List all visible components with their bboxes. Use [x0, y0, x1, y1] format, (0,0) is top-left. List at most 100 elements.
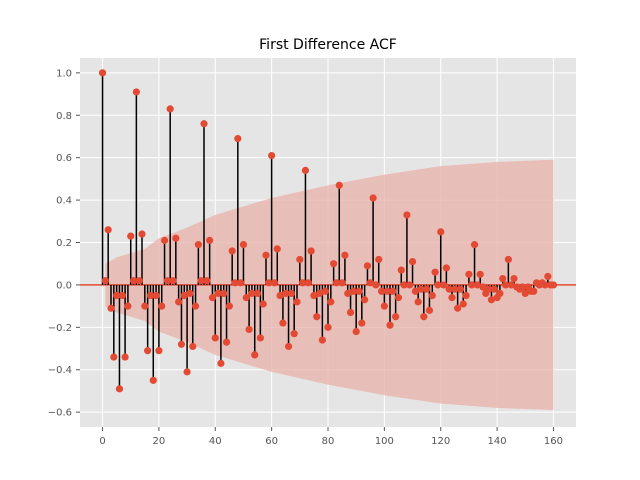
acf-point	[127, 232, 135, 240]
acf-point	[251, 351, 259, 359]
acf-point	[470, 241, 479, 249]
acf-point	[541, 281, 549, 289]
acf-point	[549, 281, 558, 289]
y-tick-label: −0.2	[48, 323, 72, 334]
acf-point	[383, 287, 391, 295]
acf-markers	[98, 69, 558, 393]
acf-point	[208, 294, 217, 302]
acf-point	[530, 287, 538, 295]
acf-point	[496, 289, 504, 297]
acf-point	[341, 251, 349, 259]
acf-point	[375, 255, 383, 264]
chart-title: First Difference ACF	[259, 37, 397, 53]
acf-point	[245, 325, 253, 334]
acf-point	[434, 281, 442, 289]
acf-point	[118, 291, 126, 300]
acf-point	[456, 285, 465, 293]
acf-point	[372, 281, 380, 289]
acf-point	[276, 291, 284, 300]
acf-point	[420, 313, 428, 321]
y-tick-label: 0.0	[56, 280, 72, 291]
acf-point	[237, 279, 245, 287]
acf-point	[206, 236, 214, 244]
acf-point	[363, 262, 372, 270]
acf-point	[324, 323, 332, 331]
acf-point	[310, 291, 318, 300]
x-tick-label: 80	[322, 436, 335, 447]
acf-point	[408, 257, 417, 266]
acf-point	[197, 277, 205, 285]
acf-point	[214, 289, 222, 297]
acf-point	[476, 270, 484, 278]
acf-point	[462, 291, 470, 300]
x-tick-label: 0	[99, 436, 105, 447]
acf-point	[499, 274, 507, 283]
acf-point	[490, 285, 498, 293]
x-tick-label: 60	[265, 436, 278, 447]
acf-point	[406, 281, 414, 289]
acf-point	[200, 120, 208, 128]
acf-point	[163, 277, 171, 285]
y-tick-label: −0.6	[48, 408, 72, 419]
acf-point	[355, 287, 363, 295]
acf-point	[414, 298, 422, 306]
x-tick-label: 100	[375, 436, 394, 447]
acf-point	[510, 274, 518, 283]
acf-point	[485, 285, 493, 293]
acf-point	[428, 291, 436, 300]
acf-point	[296, 255, 304, 264]
acf-point	[110, 353, 118, 361]
acf-point	[346, 308, 355, 317]
y-tick-label: −0.4	[48, 365, 72, 376]
acf-point	[465, 270, 473, 278]
acf-point	[186, 289, 194, 297]
y-tick-label: 0.4	[56, 196, 72, 207]
acf-point	[293, 298, 301, 306]
acf-point	[115, 385, 124, 393]
acf-point	[504, 255, 512, 264]
acf-point	[253, 289, 262, 297]
acf-point	[344, 289, 352, 297]
acf-point	[349, 287, 357, 295]
acf-point	[299, 279, 307, 287]
acf-point	[425, 306, 434, 314]
acf-point	[113, 291, 121, 300]
y-tick-label: 1.0	[56, 68, 72, 79]
acf-point	[313, 313, 321, 321]
acf-point	[132, 88, 140, 96]
acf-point	[389, 287, 397, 295]
acf-point	[301, 166, 310, 174]
acf-point	[369, 194, 377, 202]
y-tick-label: 0.2	[56, 238, 72, 249]
acf-point	[107, 304, 115, 312]
acf-point	[155, 347, 163, 355]
acf-point	[282, 289, 290, 297]
acf-point	[366, 279, 374, 287]
acf-point	[442, 264, 450, 272]
acf-point	[521, 289, 529, 297]
acf-point	[220, 289, 228, 297]
y-tick-label: 0.6	[56, 153, 72, 164]
acf-point	[160, 236, 169, 244]
acf-point	[141, 302, 149, 310]
acf-point	[121, 353, 129, 361]
acf-point	[338, 279, 346, 287]
acf-point	[138, 230, 146, 238]
acf-point	[423, 285, 431, 293]
acf-point	[239, 241, 248, 249]
acf-point	[189, 342, 197, 351]
acf-point	[228, 247, 236, 255]
acf-point	[451, 285, 459, 293]
acf-point	[175, 298, 183, 306]
acf-point	[518, 283, 527, 291]
acf-point	[135, 277, 143, 285]
acf-point	[248, 289, 256, 297]
acf-point	[180, 291, 188, 300]
acf-point	[400, 281, 408, 289]
acf-point	[290, 330, 298, 338]
acf-point	[377, 287, 386, 295]
acf-point	[262, 251, 270, 259]
acf-point	[124, 302, 132, 310]
acf-point	[394, 294, 403, 302]
